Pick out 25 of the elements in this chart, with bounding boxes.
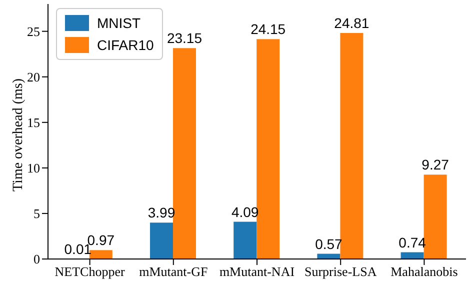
x-tick-label: mMutant-NAI <box>219 264 295 280</box>
data-label: 24.15 <box>250 21 286 38</box>
y-axis-title: Time overhead (ms) <box>10 78 26 192</box>
bar <box>89 250 112 259</box>
x-tick-label: mMutant-GF <box>139 264 208 280</box>
y-tick-label: 0 <box>34 252 40 267</box>
bar <box>172 48 196 259</box>
bar <box>340 33 364 259</box>
y-tick-label: 25 <box>27 24 40 39</box>
legend-label: MNIST <box>97 14 141 33</box>
y-tick-label: 20 <box>27 69 40 84</box>
x-tick-label: Surprise-LSA <box>304 264 378 280</box>
y-tick-label: 15 <box>27 115 40 130</box>
bar <box>150 222 173 259</box>
x-tick-label: NETChopper <box>54 264 126 280</box>
y-tick-label: 5 <box>34 206 40 222</box>
legend-label: CIFAR10 <box>97 36 154 55</box>
x-tick-label: Mahalanobis <box>390 264 458 280</box>
bar <box>424 174 447 259</box>
bar <box>256 39 280 259</box>
data-label: 9.27 <box>422 156 450 173</box>
data-label: 23.15 <box>166 30 202 46</box>
y-tick-label: 10 <box>27 160 40 176</box>
bar <box>234 222 257 259</box>
data-label: 24.81 <box>334 15 370 32</box>
